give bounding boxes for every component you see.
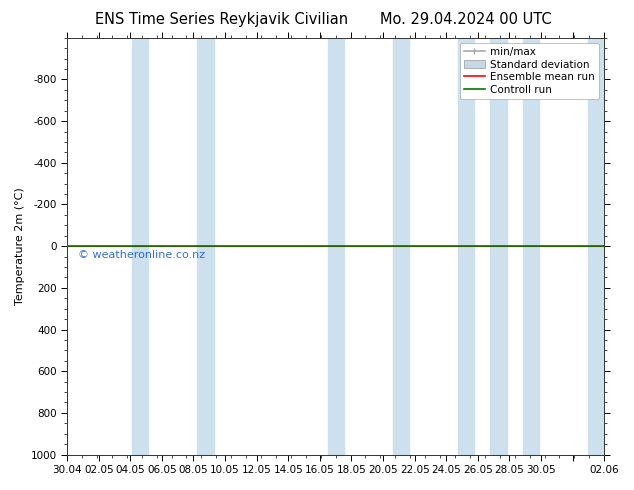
Bar xyxy=(197,38,214,455)
Text: ENS Time Series Reykjavik Civilian: ENS Time Series Reykjavik Civilian xyxy=(95,12,348,27)
Legend: min/max, Standard deviation, Ensemble mean run, Controll run: min/max, Standard deviation, Ensemble me… xyxy=(460,43,599,99)
Y-axis label: Temperature 2m (°C): Temperature 2m (°C) xyxy=(15,187,25,305)
Bar xyxy=(328,38,344,455)
Text: © weatheronline.co.nz: © weatheronline.co.nz xyxy=(78,250,205,260)
Bar xyxy=(588,38,604,455)
Bar xyxy=(490,38,507,455)
Bar xyxy=(392,38,409,455)
Bar xyxy=(133,38,148,455)
Text: Mo. 29.04.2024 00 UTC: Mo. 29.04.2024 00 UTC xyxy=(380,12,552,27)
Bar xyxy=(458,38,474,455)
Bar xyxy=(523,38,539,455)
